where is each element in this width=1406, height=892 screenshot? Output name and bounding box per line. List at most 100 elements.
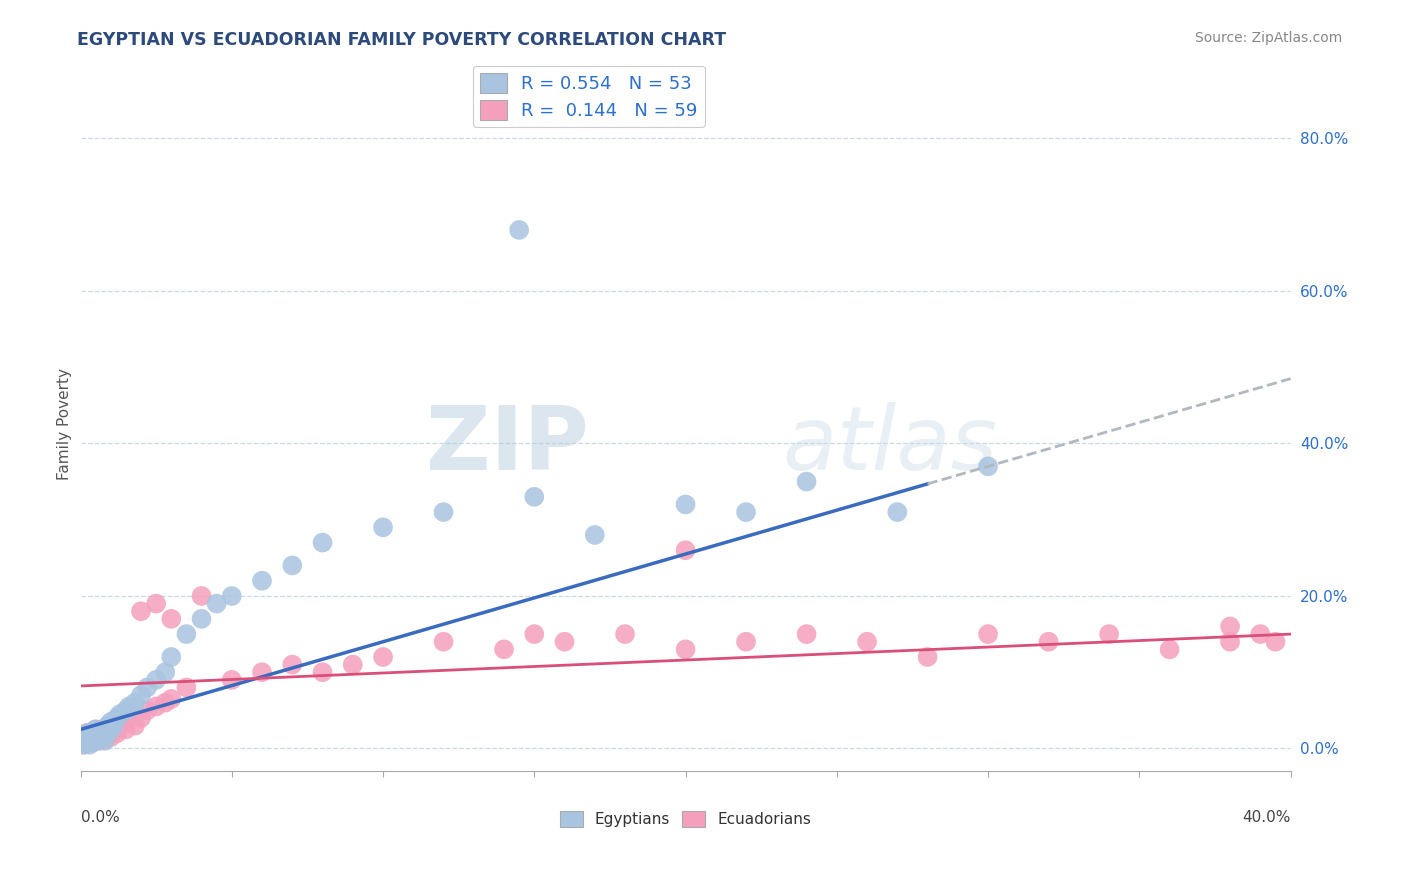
Point: [311, 535, 333, 549]
Point: [145, 699, 167, 714]
Point: [190, 612, 212, 626]
Point: [523, 490, 546, 504]
Point: [508, 223, 530, 237]
Point: [281, 558, 304, 573]
Point: [72, 734, 94, 748]
Point: [311, 665, 333, 680]
Point: [796, 627, 818, 641]
Legend: Egyptians, Ecuadorians: Egyptians, Ecuadorians: [554, 805, 817, 833]
Point: [1159, 642, 1181, 657]
Point: [1038, 634, 1060, 648]
Point: [124, 718, 146, 732]
Text: ZIP: ZIP: [426, 401, 589, 489]
Point: [136, 703, 159, 717]
Point: [342, 657, 364, 672]
Point: [136, 681, 159, 695]
Point: [105, 726, 128, 740]
Point: [84, 734, 107, 748]
Point: [100, 723, 122, 737]
Point: [76, 726, 98, 740]
Point: [87, 732, 110, 747]
Point: [79, 732, 101, 747]
Point: [190, 589, 212, 603]
Point: [90, 730, 112, 744]
Point: [523, 627, 546, 641]
Point: [90, 724, 112, 739]
Y-axis label: Family Poverty: Family Poverty: [58, 368, 72, 481]
Point: [79, 728, 101, 742]
Point: [108, 707, 131, 722]
Point: [155, 696, 177, 710]
Point: [735, 634, 758, 648]
Point: [84, 723, 107, 737]
Point: [76, 735, 98, 749]
Point: [492, 642, 515, 657]
Point: [145, 673, 167, 687]
Point: [103, 718, 125, 732]
Point: [93, 734, 115, 748]
Point: [82, 724, 104, 739]
Text: 0.0%: 0.0%: [80, 810, 120, 824]
Point: [115, 714, 138, 729]
Point: [82, 724, 104, 739]
Point: [917, 650, 939, 665]
Point: [250, 665, 273, 680]
Point: [432, 634, 454, 648]
Point: [371, 650, 394, 665]
Point: [87, 726, 110, 740]
Point: [155, 665, 177, 680]
Point: [554, 634, 576, 648]
Point: [129, 604, 152, 618]
Point: [675, 642, 697, 657]
Point: [76, 730, 98, 744]
Point: [796, 475, 818, 489]
Point: [1098, 627, 1121, 641]
Point: [250, 574, 273, 588]
Point: [1249, 627, 1271, 641]
Point: [1219, 619, 1241, 633]
Point: [84, 730, 107, 744]
Point: [93, 724, 115, 739]
Point: [160, 692, 183, 706]
Text: 40.0%: 40.0%: [1243, 810, 1291, 824]
Point: [93, 728, 115, 742]
Point: [124, 696, 146, 710]
Point: [72, 738, 94, 752]
Point: [371, 520, 394, 534]
Text: Source: ZipAtlas.com: Source: ZipAtlas.com: [1195, 31, 1343, 45]
Point: [614, 627, 637, 641]
Point: [583, 528, 606, 542]
Point: [160, 650, 183, 665]
Point: [129, 711, 152, 725]
Point: [100, 730, 122, 744]
Point: [72, 730, 94, 744]
Point: [100, 714, 122, 729]
Point: [115, 723, 138, 737]
Point: [97, 726, 120, 740]
Point: [76, 726, 98, 740]
Point: [97, 718, 120, 732]
Point: [977, 459, 1000, 474]
Point: [79, 738, 101, 752]
Point: [129, 688, 152, 702]
Point: [105, 711, 128, 725]
Text: EGYPTIAN VS ECUADORIAN FAMILY POVERTY CORRELATION CHART: EGYPTIAN VS ECUADORIAN FAMILY POVERTY CO…: [77, 31, 727, 49]
Point: [82, 730, 104, 744]
Point: [176, 627, 198, 641]
Point: [176, 681, 198, 695]
Point: [1264, 634, 1286, 648]
Point: [84, 723, 107, 737]
Point: [977, 627, 1000, 641]
Point: [93, 723, 115, 737]
Point: [145, 597, 167, 611]
Point: [432, 505, 454, 519]
Point: [87, 726, 110, 740]
Point: [221, 589, 243, 603]
Point: [93, 732, 115, 747]
Point: [82, 732, 104, 747]
Point: [79, 735, 101, 749]
Point: [105, 718, 128, 732]
Text: atlas: atlas: [782, 402, 997, 488]
Point: [76, 734, 98, 748]
Point: [79, 728, 101, 742]
